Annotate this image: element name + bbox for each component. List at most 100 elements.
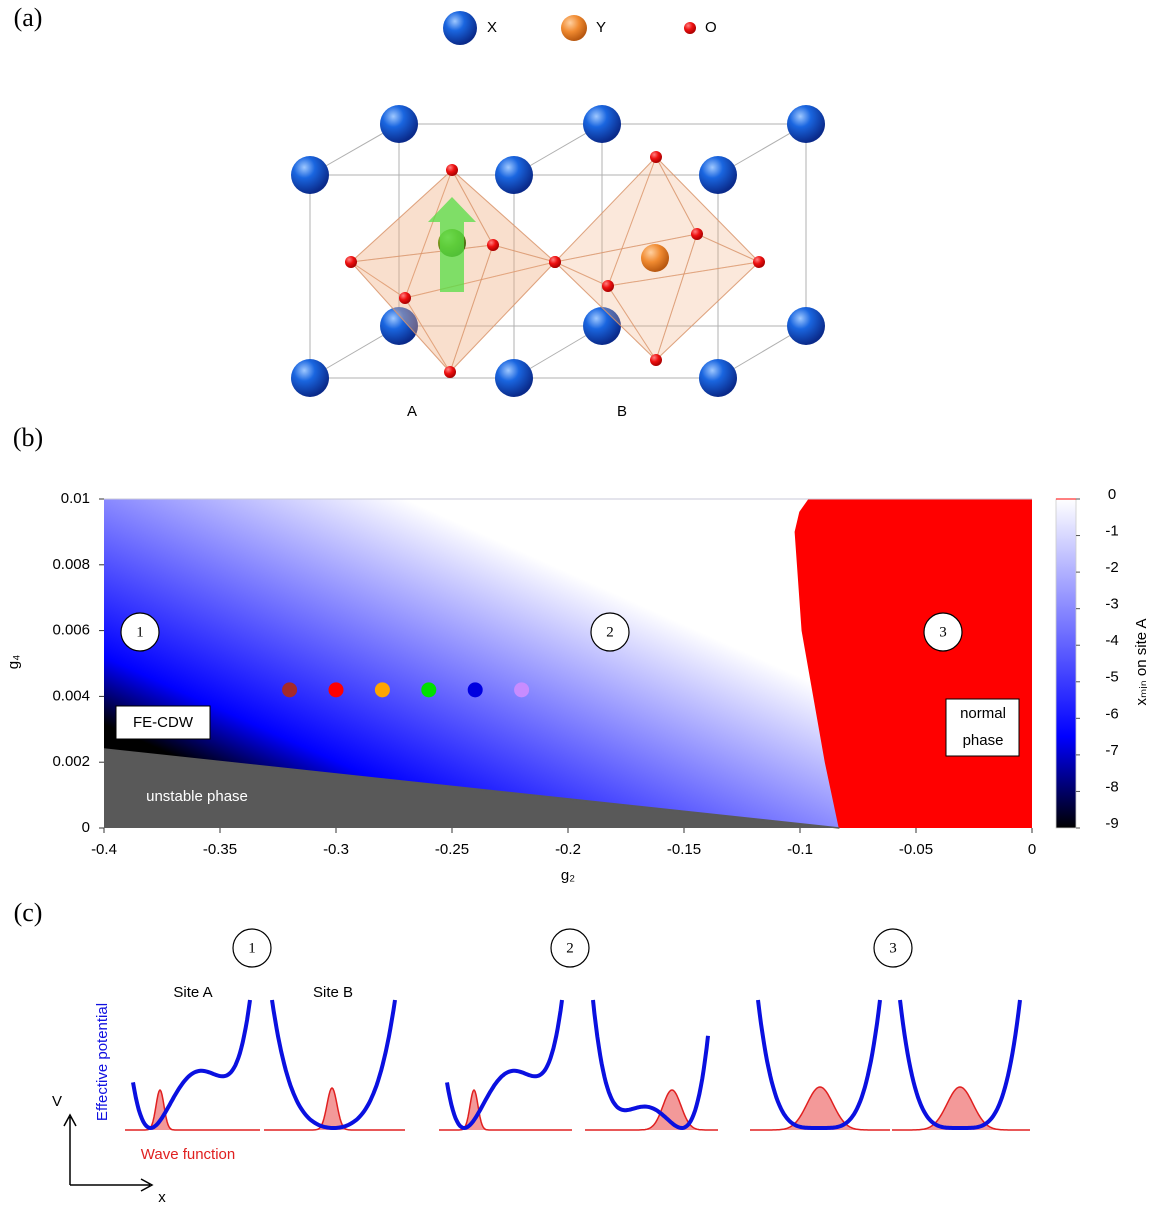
- panel-label: (a): [14, 3, 43, 32]
- x-atom: [380, 307, 418, 345]
- polarization-arrow: [428, 197, 476, 292]
- region-label-circle: [590, 612, 630, 652]
- potential-curve: [445, 999, 564, 1131]
- sample-point: [421, 682, 437, 698]
- wave-fill: [892, 1087, 1030, 1130]
- x-atom: [583, 105, 621, 143]
- annotation-box: [115, 705, 211, 740]
- o-atom: [345, 256, 357, 268]
- region-label-circle: [923, 612, 963, 652]
- potential-curve: [898, 999, 1022, 1130]
- y-tick-label: 0.004: [52, 687, 90, 704]
- annotation: FE-CDW: [133, 714, 194, 731]
- colorbar-tick-label: -2: [1105, 559, 1118, 576]
- group-label: 1: [248, 940, 256, 956]
- phase-diagram: -0.4 -0.35 -0.3 -0.25 -0.2 -0.15 -0.1 -0.05 0 0 0.…: [5, 486, 1150, 884]
- y-tick-label: 0: [82, 819, 90, 836]
- group-label: 2: [566, 940, 574, 956]
- group-label: 3: [889, 940, 897, 956]
- y-tick-label: 0.002: [52, 753, 90, 770]
- normal-region: [795, 499, 1032, 828]
- x-atom: [787, 105, 825, 143]
- x-tick-label: -0.35: [203, 841, 237, 858]
- legend-sphere: [561, 15, 587, 41]
- axis-label: V: [52, 1093, 62, 1110]
- wave-label: Wave function: [141, 1146, 236, 1163]
- colorbar-tick-label: 0: [1108, 486, 1116, 503]
- o-atom: [691, 228, 703, 240]
- colorbar-tick-label: -9: [1105, 815, 1118, 832]
- sample-point: [514, 682, 530, 698]
- region-label: 1: [136, 624, 144, 640]
- annotation: phase: [963, 732, 1004, 749]
- legend-sphere: [443, 11, 477, 45]
- potential-curve: [131, 999, 252, 1131]
- legend-label: X: [487, 19, 497, 36]
- legend-sphere: [684, 22, 696, 34]
- region-label-circle: [120, 612, 160, 652]
- octahedron-face: [349, 244, 494, 373]
- x-atom: [787, 307, 825, 345]
- x-atom: [495, 156, 533, 194]
- o-atom: [650, 151, 662, 163]
- colorbar-tick-label: -3: [1105, 596, 1118, 613]
- y-atom: [641, 244, 669, 272]
- annotation: normal: [960, 705, 1006, 722]
- colorbar-tick-label: -4: [1105, 632, 1118, 649]
- potential-sketches: 1 2 3 Site A Site B Vx Effective potential Wave…: [52, 928, 1030, 1206]
- o-atom: [487, 239, 499, 251]
- wave-fill: [264, 1088, 405, 1130]
- sample-point: [328, 682, 344, 698]
- potential-label: Effective potential: [94, 1003, 111, 1121]
- panel-label: (b): [13, 423, 43, 452]
- site-label: A: [407, 403, 417, 420]
- site-label: Site B: [313, 984, 353, 1001]
- axis-label: x: [158, 1189, 166, 1206]
- region-label: 3: [939, 624, 947, 640]
- unstable-boundary: [103, 748, 840, 829]
- x-tick-label: -0.4: [91, 841, 117, 858]
- axis-arrows: [63, 1113, 154, 1192]
- x-tick-label: -0.2: [555, 841, 581, 858]
- x-tick-label: -0.1: [787, 841, 813, 858]
- region-label: 2: [606, 624, 614, 640]
- o-atom: [444, 366, 456, 378]
- x-atom: [291, 156, 329, 194]
- wave-function: [125, 1088, 260, 1131]
- colorbar: [1055, 498, 1077, 829]
- o-atom: [602, 280, 614, 292]
- o-atom: [549, 256, 561, 268]
- potential-curve: [591, 999, 710, 1131]
- sample-point: [282, 682, 298, 698]
- x-atom: [699, 359, 737, 397]
- colorbar-tick-label: -6: [1105, 705, 1118, 722]
- sample-point: [467, 682, 483, 698]
- o-atom: [446, 164, 458, 176]
- y-tick-label: 0.01: [61, 490, 90, 507]
- y-tick-label: 0.008: [52, 556, 90, 573]
- x-atom: [699, 156, 737, 194]
- crystal-structure: X Y O A B: [291, 11, 825, 420]
- panel-label: (c): [14, 898, 43, 927]
- colorbar-tick-label: -7: [1105, 742, 1118, 759]
- legend-label: O: [705, 19, 717, 36]
- x-tick-label: -0.25: [435, 841, 469, 858]
- wave-function: [585, 1089, 718, 1131]
- group-label-circle: [232, 928, 272, 968]
- colorbar-tick-label: -8: [1105, 778, 1118, 795]
- o-atom: [399, 292, 411, 304]
- group-label-circle: [873, 928, 913, 968]
- y-axis-label: g₄: [5, 655, 22, 669]
- potential-curve: [270, 999, 397, 1130]
- x-tick-label: -0.15: [667, 841, 701, 858]
- x-atom: [495, 359, 533, 397]
- o-atom: [650, 354, 662, 366]
- normal-boundary: [794, 498, 841, 829]
- wave-function: [892, 1086, 1030, 1131]
- x-tick-label: -0.3: [323, 841, 349, 858]
- colorbar-tick-label: -1: [1105, 523, 1118, 540]
- wave-fill: [750, 1087, 890, 1130]
- wave-fill: [585, 1090, 718, 1130]
- x-tick-label: -0.05: [899, 841, 933, 858]
